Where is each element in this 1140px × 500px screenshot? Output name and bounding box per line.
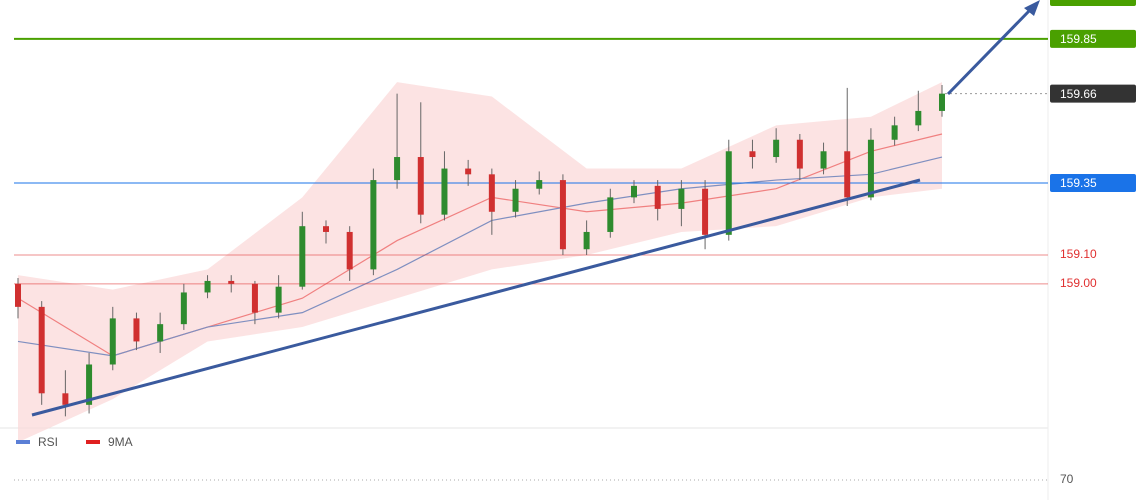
candle-body xyxy=(844,151,851,198)
candle-body xyxy=(323,226,329,232)
level-label-box xyxy=(1050,173,1136,192)
legend-label: 9MA xyxy=(108,435,133,449)
level-label: 159.66 xyxy=(1060,87,1097,101)
candle-body xyxy=(275,286,282,313)
candle-body xyxy=(939,93,945,111)
candle-body xyxy=(867,139,874,198)
cut-off-label xyxy=(1050,0,1136,6)
candle-body xyxy=(559,180,566,250)
band-fill xyxy=(18,82,942,443)
level-label-box xyxy=(1050,29,1136,48)
candle-body xyxy=(773,139,780,158)
candle-body xyxy=(38,306,45,394)
candle-body xyxy=(488,174,495,212)
candle-body xyxy=(536,180,543,189)
legend-swatch xyxy=(86,440,100,444)
candle-body xyxy=(654,185,661,209)
forecast-arrowhead xyxy=(1024,0,1040,16)
candle-body xyxy=(820,151,827,169)
candles-layer xyxy=(15,85,945,417)
candle-body xyxy=(204,280,211,293)
candle-body xyxy=(346,231,353,270)
candle-body xyxy=(702,188,709,235)
candle-body xyxy=(394,157,401,181)
candle-body xyxy=(915,110,922,126)
rsi-panel: RSI 9MA 70 xyxy=(14,435,1074,486)
candle-body xyxy=(678,188,685,209)
candle-body xyxy=(370,180,377,270)
candle-body xyxy=(441,168,448,215)
candle-body xyxy=(796,139,803,169)
level-label: 159.10 xyxy=(1060,247,1097,261)
candle-body xyxy=(512,188,519,212)
candle-body xyxy=(251,283,258,313)
candle-body xyxy=(583,231,590,250)
candle-body xyxy=(180,292,187,325)
candle-body xyxy=(417,157,424,215)
level-label: 159.35 xyxy=(1060,176,1097,190)
candle-body xyxy=(109,318,116,365)
candle-body xyxy=(299,226,306,287)
trend-line xyxy=(31,178,921,417)
candle-body xyxy=(631,185,637,198)
candle-body xyxy=(465,168,472,175)
candle-body xyxy=(15,283,21,307)
candle-body xyxy=(725,151,732,235)
candle-body xyxy=(86,364,93,405)
legend-swatch xyxy=(16,440,30,444)
legend-label: RSI xyxy=(38,435,58,449)
level-label: 159.85 xyxy=(1060,32,1097,46)
candle-body xyxy=(891,125,898,140)
candle-body xyxy=(607,197,614,232)
level-label: 159.00 xyxy=(1060,276,1097,290)
candle-body xyxy=(228,280,235,284)
candle-body xyxy=(133,318,140,342)
candle-body xyxy=(157,324,164,342)
candle-body xyxy=(749,151,756,158)
rsi-tick-label: 70 xyxy=(1060,472,1074,486)
level-label-box xyxy=(1050,84,1136,103)
candle-body xyxy=(62,393,69,405)
forecast-arrow xyxy=(946,8,1032,96)
labels-layer: 159.85 159.66 159.35 159.10 159.00 xyxy=(1050,29,1136,290)
